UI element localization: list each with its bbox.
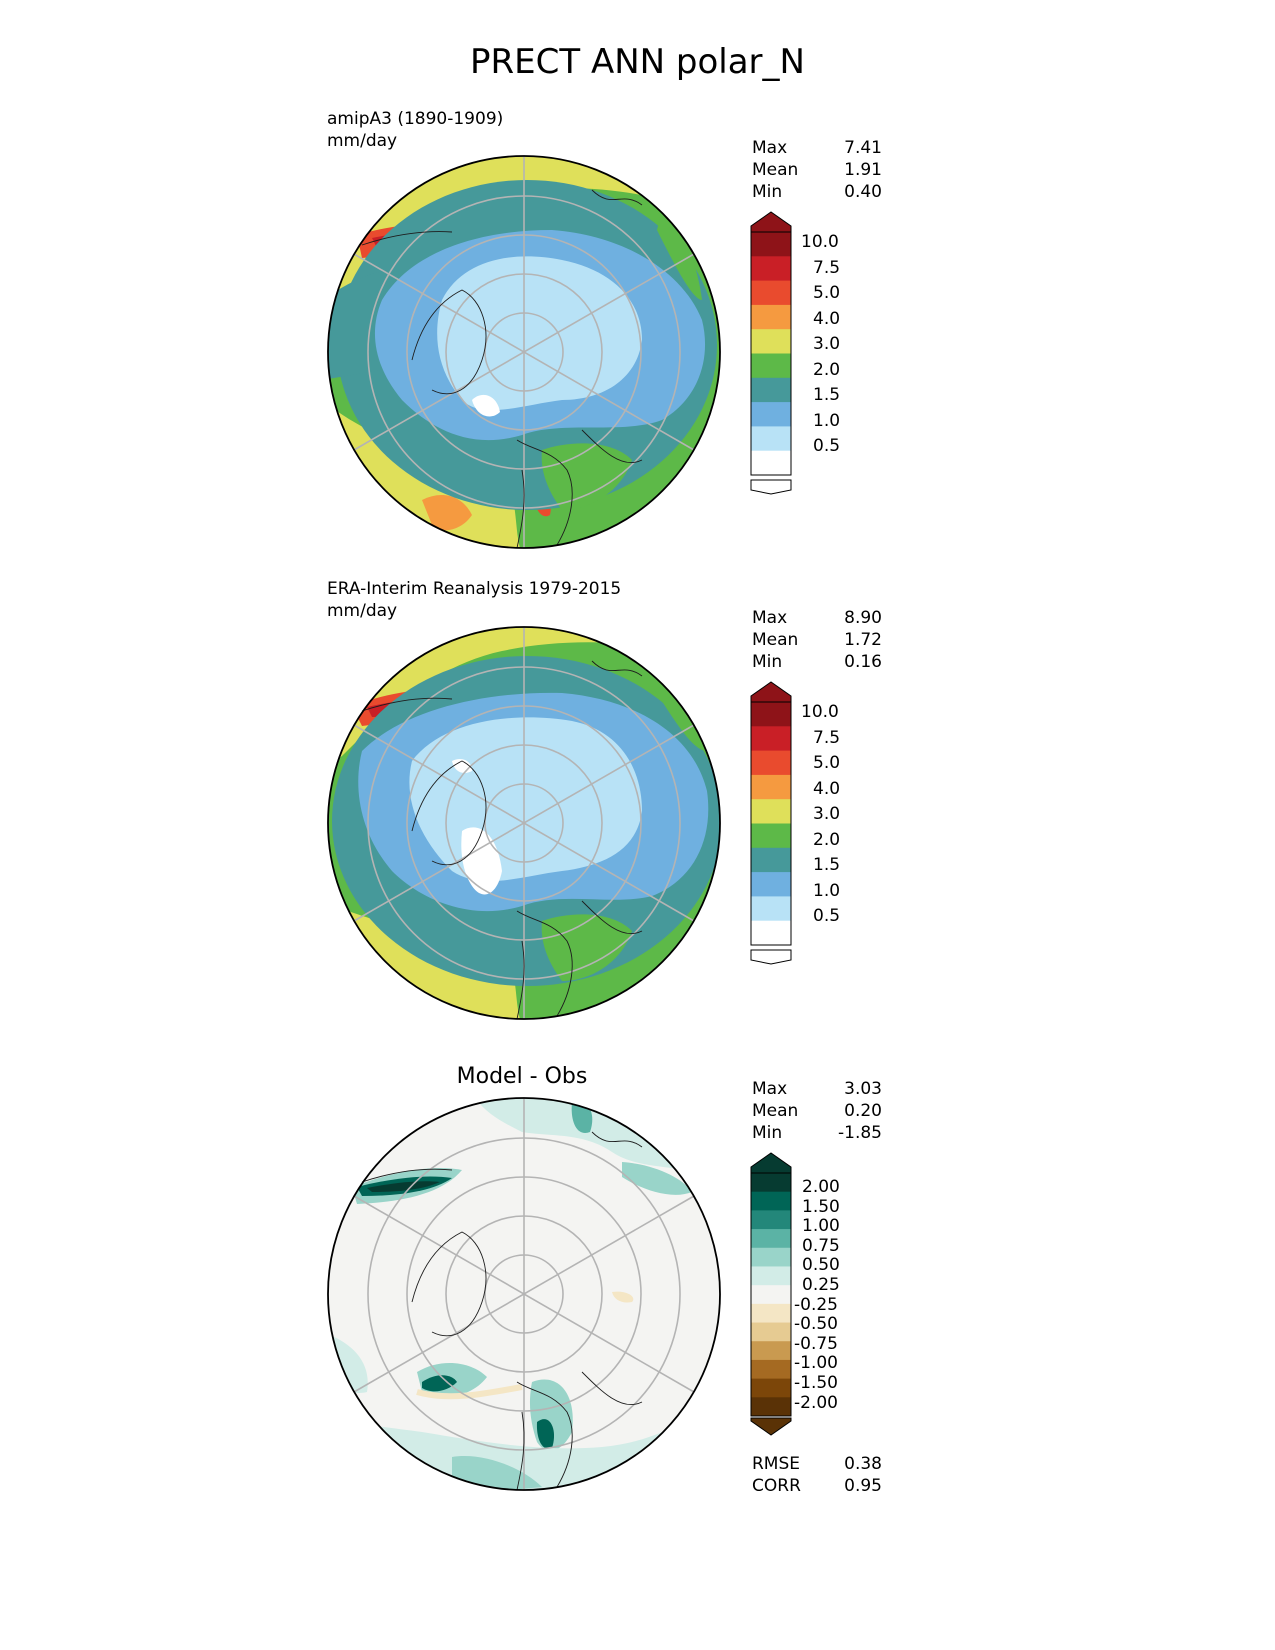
colorbar-swatch <box>751 1397 791 1417</box>
panel-diff-stats: Max 3.03 Mean 0.20 Min -1.85 <box>752 1078 882 1144</box>
colorbar-tick: 1.50 <box>802 1196 840 1217</box>
colorbar-tick: 0.5 <box>813 906 841 926</box>
colorbar-tick: 2.0 <box>813 359 841 380</box>
colorbar-test <box>750 211 792 495</box>
figure-title: PRECT ANN polar_N <box>470 42 805 82</box>
colorbar-tick: 5.0 <box>813 283 841 303</box>
colorbar-tick: 0.50 <box>802 1255 840 1276</box>
colorbar-swatch <box>751 702 791 727</box>
colorbar-swatch <box>751 304 791 330</box>
colorbar-tick: 0.25 <box>802 1275 840 1295</box>
panel-test-header: amipA3 (1890-1909) mm/day <box>327 108 503 152</box>
colorbar-tick: -1.50 <box>794 1373 838 1393</box>
colorbar-swatch <box>751 426 791 452</box>
colorbar-swatch <box>751 1191 791 1211</box>
colorbar-tick: 3.0 <box>813 804 841 824</box>
colorbar-swatch <box>751 1210 791 1230</box>
colorbar-tick: 4.0 <box>813 308 841 329</box>
colorbar-swatch <box>751 1359 791 1380</box>
stat-row-max: Max 7.41 <box>752 138 882 158</box>
polar-map-ref <box>327 626 721 1020</box>
colorbar-tick: 5.0 <box>813 753 841 773</box>
colorbar-swatch <box>751 353 791 379</box>
stat-row-max: Max 3.03 <box>752 1079 882 1099</box>
polar-map-test <box>327 155 721 549</box>
panel-ref-units: mm/day <box>327 601 398 621</box>
colorbar-ref <box>750 681 792 965</box>
colorbar-tick: 10.0 <box>801 702 839 722</box>
panel-test-units: mm/day <box>327 131 398 151</box>
colorbar-tick: 2.0 <box>813 829 841 850</box>
colorbar-swatch <box>751 920 791 946</box>
colorbar-swatch <box>751 726 791 752</box>
colorbar-swatch <box>751 232 791 257</box>
colorbar-swatch <box>751 329 791 354</box>
panel-diff-extra-stats: RMSE 0.38 CORR 0.95 <box>752 1453 882 1497</box>
colorbar-swatch <box>751 823 791 849</box>
stat-row-rmse: RMSE 0.38 <box>752 1454 882 1474</box>
colorbar-swatch <box>751 799 791 824</box>
colorbar-swatch <box>751 1322 791 1342</box>
colorbar-swatch <box>751 1341 791 1361</box>
panel-test-stats: Max 7.41 Mean 1.91 Min 0.40 <box>752 137 882 203</box>
colorbar-tick: 2.00 <box>802 1177 840 1197</box>
colorbar-tick: 0.5 <box>813 436 841 456</box>
colorbar-tick: 1.0 <box>813 410 841 431</box>
panel-diff-title: Model - Obs <box>456 1064 588 1089</box>
colorbar-swatch <box>751 1173 791 1193</box>
colorbar-swatch <box>751 847 791 873</box>
stat-row-mean: Mean 0.20 <box>752 1101 882 1121</box>
colorbar-swatch <box>751 872 791 897</box>
colorbar-swatch <box>751 1229 791 1249</box>
colorbar-frame <box>750 1172 792 1417</box>
colorbar-swatch <box>751 377 791 403</box>
colorbar-tick: 0.75 <box>802 1235 840 1256</box>
colorbar-tick: 4.0 <box>813 778 841 799</box>
panel-test-title: amipA3 (1890-1909) <box>327 109 504 129</box>
colorbar-test-ticks: 10.0 7.5 5.0 4.0 3.0 2.0 1.5 1.0 0.5 <box>801 232 861 472</box>
colorbar-tick: 1.00 <box>802 1216 840 1237</box>
stat-row-mean: Mean 1.91 <box>752 160 882 180</box>
colorbar-tick: -0.25 <box>794 1294 838 1315</box>
panel-ref-stats: Max 8.90 Mean 1.72 Min 0.16 <box>752 607 882 673</box>
colorbar-tick: 3.0 <box>813 334 841 354</box>
stat-row-min: Min -1.85 <box>752 1123 882 1143</box>
colorbar-tick: -2.00 <box>794 1392 838 1413</box>
colorbar-frame <box>750 231 792 476</box>
colorbar-tick: 1.0 <box>813 880 841 901</box>
colorbar-tick: 7.5 <box>813 257 841 278</box>
colorbar-swatch <box>751 896 791 922</box>
colorbar-tick: 1.5 <box>813 385 841 405</box>
colorbar-diff-ticks: 2.00 1.50 1.00 0.75 0.50 0.25 -0.25 -0.5… <box>794 1177 864 1417</box>
colorbar-tick: -0.50 <box>794 1314 838 1335</box>
colorbar-swatch <box>751 280 791 306</box>
colorbar-tick: 7.5 <box>813 727 841 748</box>
colorbar-diff <box>750 1152 792 1436</box>
panel-ref-header: ERA-Interim Reanalysis 1979-2015 mm/day <box>327 578 621 622</box>
stat-row-min: Min 0.16 <box>752 652 882 672</box>
colorbar-swatch <box>751 774 791 800</box>
colorbar-frame <box>750 701 792 946</box>
colorbar-swatch <box>751 1378 791 1398</box>
colorbar-ref-ticks: 10.0 7.5 5.0 4.0 3.0 2.0 1.5 1.0 0.5 <box>801 702 861 942</box>
colorbar-swatch <box>751 450 791 476</box>
stat-row-min: Min 0.40 <box>752 182 882 202</box>
polar-map-diff <box>327 1097 721 1491</box>
colorbar-tick: -1.00 <box>794 1353 838 1374</box>
stat-row-max: Max 8.90 <box>752 608 882 628</box>
colorbar-swatch <box>751 1303 791 1324</box>
colorbar-swatch <box>751 1285 791 1305</box>
colorbar-tick: -0.75 <box>794 1333 838 1354</box>
colorbar-swatch <box>751 750 791 776</box>
colorbar-swatch <box>751 402 791 427</box>
stat-row-corr: CORR 0.95 <box>752 1476 882 1496</box>
colorbar-swatch <box>751 256 791 282</box>
colorbar-swatch <box>751 1266 791 1286</box>
colorbar-tick: 10.0 <box>801 232 839 252</box>
stat-row-mean: Mean 1.72 <box>752 630 882 650</box>
colorbar-tick: 1.5 <box>813 855 841 875</box>
panel-ref-title: ERA-Interim Reanalysis 1979-2015 <box>327 579 622 599</box>
colorbar-swatch <box>751 1247 791 1267</box>
